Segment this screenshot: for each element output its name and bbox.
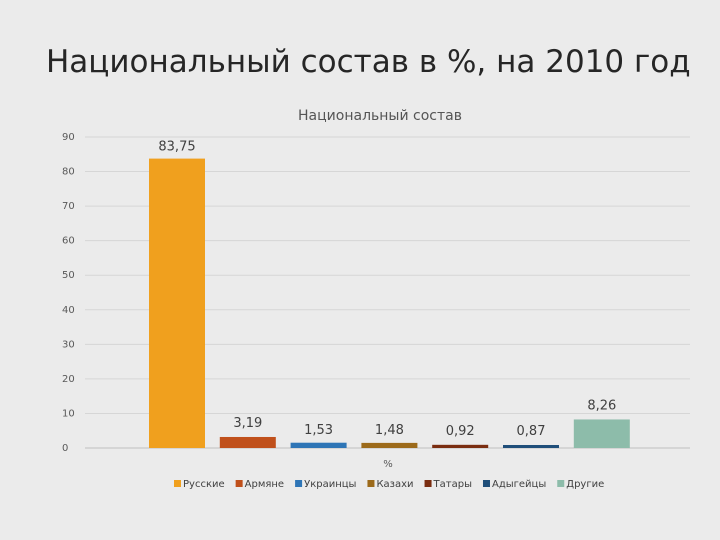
bars — [149, 158, 630, 448]
legend-label: Казахи — [376, 479, 413, 490]
legend-label: Адыгейцы — [492, 479, 546, 490]
bar — [361, 442, 418, 448]
bar — [432, 444, 489, 448]
y-tick-label: 80 — [62, 167, 75, 178]
y-tick-label: 70 — [62, 201, 75, 212]
legend-label: Русские — [183, 479, 225, 490]
y-tick-label: 20 — [62, 374, 75, 385]
data-label: 1,48 — [375, 423, 404, 438]
y-tick-label: 50 — [62, 270, 75, 281]
legend-item: Казахи — [367, 479, 414, 490]
y-tick-label: 40 — [62, 305, 75, 316]
bar — [573, 419, 630, 448]
data-label: 3,19 — [233, 416, 262, 431]
legend-label: Татары — [433, 479, 472, 490]
legend-label: Армяне — [245, 479, 284, 490]
bar — [503, 444, 559, 448]
slide-title: Национальный состав в %, на 2010 год — [46, 44, 691, 80]
data-label: 0,87 — [517, 424, 546, 439]
data-labels: 83,75 3,19 1,53 1,48 0,92 0,87 8,26 — [158, 140, 616, 439]
data-label: 8,26 — [587, 398, 616, 413]
y-tick-label: 0 — [62, 443, 68, 454]
legend-swatch — [482, 480, 490, 487]
legend-swatch — [295, 480, 303, 487]
legend-swatch — [557, 480, 565, 487]
data-label: 1,53 — [304, 423, 333, 438]
data-label: 0,92 — [446, 424, 475, 439]
bar — [219, 436, 276, 448]
bar — [149, 158, 205, 448]
legend-swatch — [367, 480, 375, 487]
x-axis-label: % — [383, 459, 393, 470]
legend-swatch — [174, 480, 181, 487]
y-tick-label: 10 — [62, 408, 75, 419]
legend-item: Адыгейцы — [482, 479, 546, 490]
y-axis-ticks: 0 10 20 30 40 50 60 70 80 90 — [62, 132, 75, 454]
legend-label: Другие — [566, 479, 604, 490]
y-tick-label: 60 — [62, 236, 75, 247]
legend-item: Татары — [424, 479, 472, 490]
legend-swatch — [424, 480, 432, 487]
bar — [290, 442, 347, 448]
legend-item: Другие — [557, 479, 604, 490]
legend-label: Украинцы — [304, 479, 356, 490]
legend-item: Украинцы — [295, 479, 356, 490]
y-tick-label: 90 — [62, 132, 75, 143]
legend-item: Русские — [174, 479, 225, 490]
y-tick-label: 30 — [62, 339, 75, 350]
legend: Русские Армяне Украинцы Казахи Татары Адыгейц… — [174, 479, 604, 490]
chart-title: Национальный состав — [298, 108, 462, 124]
legend-swatch — [235, 480, 243, 487]
data-label: 83,75 — [158, 140, 195, 155]
legend-item: Армяне — [235, 479, 284, 490]
